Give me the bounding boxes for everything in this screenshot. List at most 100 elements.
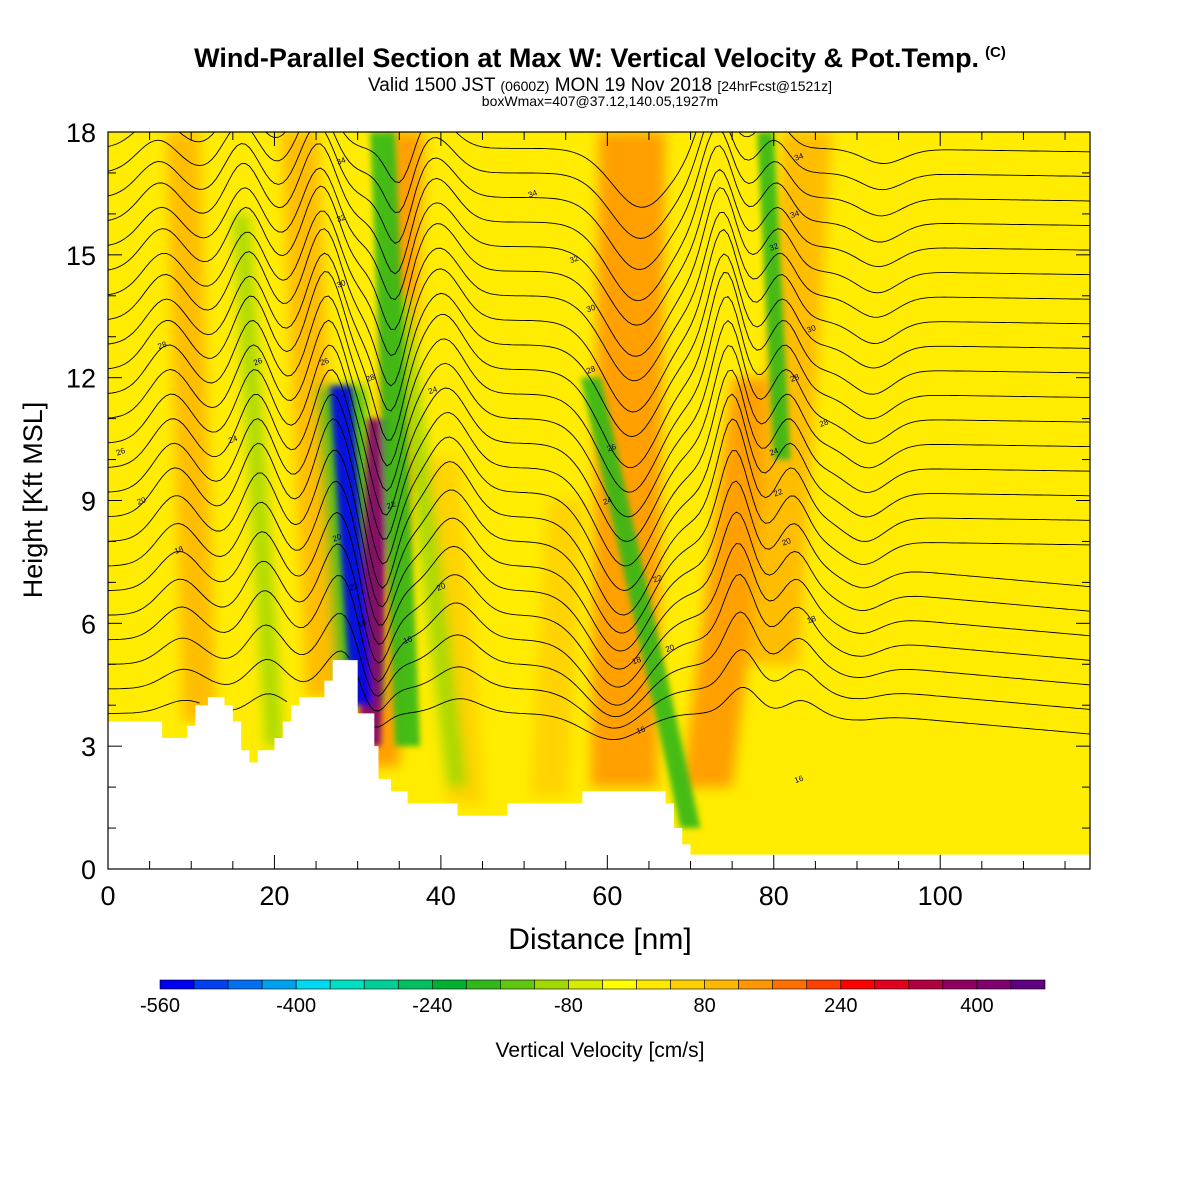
contour-label: 16 [402,634,414,646]
copyright-mark: (C) [985,44,1006,61]
contour-label: 18 [173,544,185,556]
downdraft-band [232,213,283,747]
contour-label: 22 [772,487,784,499]
colorbar-swatch [670,979,705,990]
contour-label: 18 [806,614,818,626]
contour-label: 28 [585,364,597,376]
colorbar-swatch [738,979,773,990]
valid-prefix: Valid 1500 JST [368,75,496,96]
y-tick-label: 0 [81,855,96,885]
colorbar-swatch [942,979,978,990]
colorbar-tick-label: 400 [960,995,993,1017]
theta-contour [108,143,1090,302]
contour-label: 26 [606,442,618,454]
colorbar-swatch [602,979,637,990]
colorbar-tick-label: 240 [824,995,857,1017]
updraft-band [166,132,217,722]
colorbar-swatch [1010,979,1046,990]
downdraft-band [580,377,701,829]
contour-label: 22 [385,499,397,511]
x-tick-label: 20 [259,881,289,911]
x-tick-label: 0 [100,881,115,911]
chart-title: Wind-Parallel Section at Max W: Vertical… [0,43,1200,74]
contour-label: 28 [157,339,169,351]
contour-label: 20 [435,581,447,593]
theta-contour [108,418,1090,616]
contour-label: 26 [115,446,127,458]
x-tick-label: 60 [592,881,622,911]
colorbar-swatch [227,979,263,990]
theta-contour [108,271,1090,469]
colorbar-tick-label: -400 [276,995,316,1017]
contour-label: 16 [635,724,647,736]
colorbar-tick-label: -240 [412,995,452,1017]
theta-contour [108,369,1090,567]
colorbar-swatch [840,979,876,990]
colorbar-swatch [295,979,331,990]
contour-label: 32 [768,241,780,253]
y-tick-label: 12 [66,364,96,394]
y-tick-label: 9 [81,487,96,517]
contour-label: 30 [585,303,597,315]
theta-contour [108,319,1090,518]
theta-contour [108,167,1090,326]
colorbar-swatch [329,979,365,990]
contour-label: 24 [427,384,439,396]
contour-label: 22 [348,581,360,593]
contour-label: 24 [602,495,614,507]
terrain-fill [108,660,1090,869]
downdraft-band [757,132,791,460]
theta-contour [108,511,1090,670]
x-tick-label: 100 [918,881,963,911]
colorbar: -560 -400 -240 -80 80 240 400 [140,979,1046,1017]
colorbar-swatch [193,979,229,990]
valid-utc: (0600Z) [500,78,550,94]
colorbar-label: Vertical Velocity [cm/s] [496,1039,705,1062]
x-tick-label: 80 [759,881,789,911]
contour-label: 26 [252,356,264,368]
updraft-band [748,132,833,665]
colorbar-swatch [397,979,433,990]
contour-label: 26 [319,356,331,368]
y-tick-label: 3 [81,732,96,762]
colorbar-swatch [534,979,569,990]
theta-contour [108,295,1090,493]
y-tick-label: 18 [66,118,96,148]
contour-label: 24 [227,434,239,446]
theta-contour [108,185,1090,357]
colorbar-swatch [704,979,739,990]
theta-contour [108,210,1090,382]
theta-contour [108,132,1090,208]
downdraft-band [330,385,373,706]
forecast-info: [24hrFcst@1521z] [717,78,832,94]
colorbar-swatch [772,979,808,990]
contour-label: 34 [527,188,539,200]
theta-contour [108,543,1090,688]
colorbar-swatch [432,979,467,990]
theta-contour [108,228,1090,413]
contour-label: 24 [768,446,780,458]
theta-contour [108,449,1090,634]
colorbar-swatch [636,979,671,990]
contour-label: 32 [568,253,580,265]
chart-subtitle: Valid 1500 JST (0600Z) MON 19 Nov 2018 [… [0,75,1200,97]
colorbar-swatch [568,979,603,990]
contour-label: 20 [664,642,676,654]
theta-contour [108,344,1090,542]
theta-contour [108,252,1090,438]
contour-label: 34 [335,155,347,167]
contour-label: 34 [789,208,801,220]
colorbar-swatch [466,979,501,990]
chart-title-text: Wind-Parallel Section at Max W: Vertical… [194,43,980,73]
colorbar-tick-label: 80 [693,995,715,1017]
contour-label: 20 [781,536,793,548]
contour-label: 18 [631,655,643,667]
x-tick-label: 40 [426,881,456,911]
theta-contour [108,649,1090,729]
theta-contour [108,132,1090,239]
boxwmax-caption: boxWmax=407@37.12,140.05,1927m [481,93,719,109]
y-axis-label: Height [Kft MSL] [18,402,48,599]
colorbar-swatch [908,979,944,990]
contour-label: 30 [806,323,818,335]
